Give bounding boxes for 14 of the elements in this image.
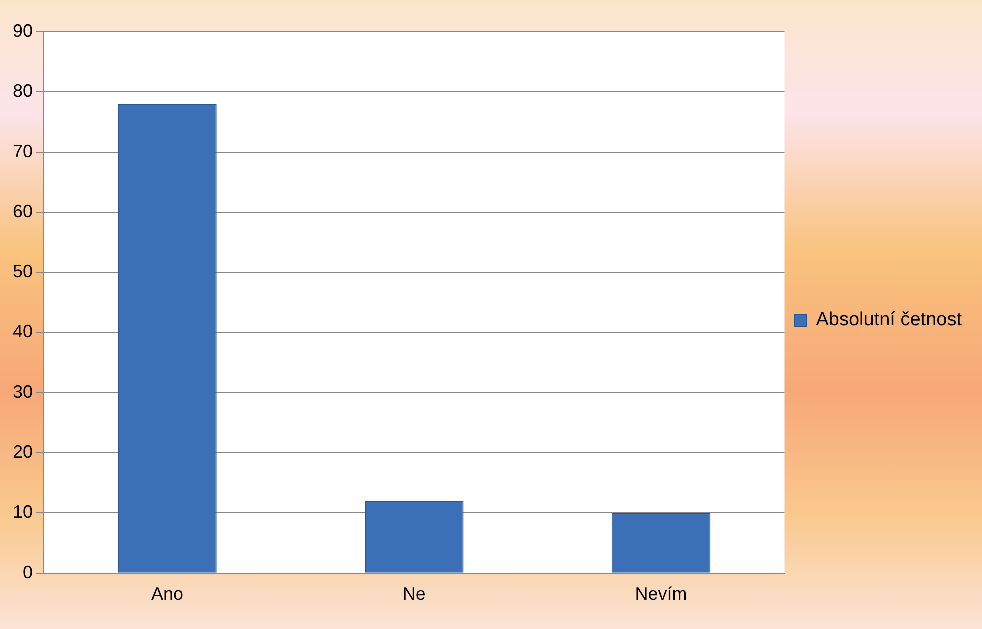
y-tick-label: 20 <box>12 442 34 462</box>
y-tick-label: 70 <box>12 141 34 162</box>
legend-label: Absolutní četnost <box>816 310 963 331</box>
x-tick-label: Nevím <box>635 584 688 604</box>
y-tick-label: 0 <box>23 562 34 582</box>
x-tick-label: Ano <box>151 584 184 604</box>
y-tick-label: 50 <box>12 262 34 282</box>
y-tick-label: 90 <box>12 20 34 41</box>
y-tick-label: 30 <box>12 382 34 402</box>
y-tick-label: 80 <box>12 81 34 102</box>
y-tick-label: 40 <box>12 322 34 342</box>
y-tick-label: 60 <box>12 201 34 222</box>
y-tick-label: 10 <box>12 502 34 522</box>
x-tick-label: Ne <box>402 584 426 604</box>
